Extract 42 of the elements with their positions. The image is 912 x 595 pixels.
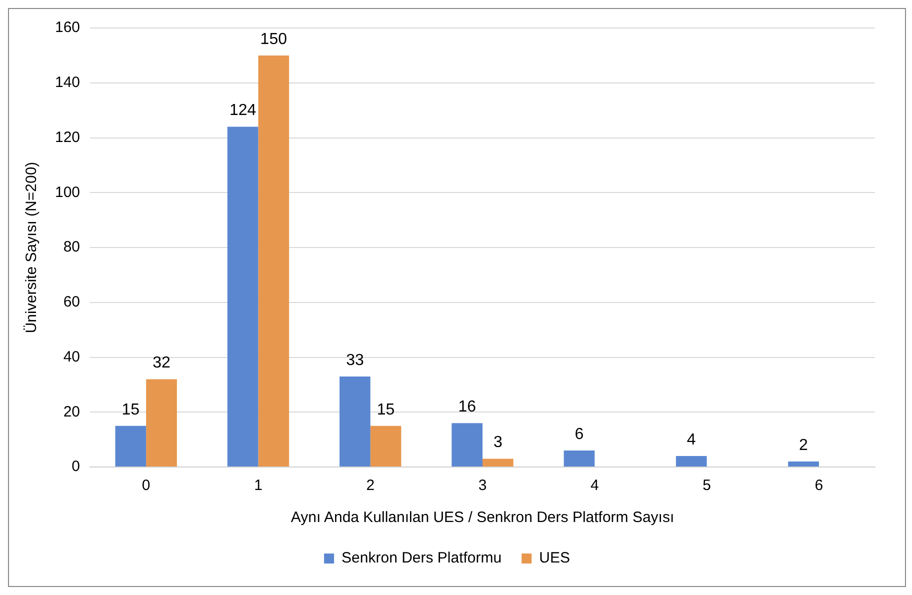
y-tick-label: 100 xyxy=(54,184,80,201)
bar xyxy=(227,126,258,466)
bar xyxy=(115,426,146,466)
x-tick-label: 1 xyxy=(254,477,262,494)
bar xyxy=(340,376,370,466)
data-label: 150 xyxy=(260,30,288,48)
legend-label: Senkron Ders Platformu xyxy=(342,550,502,567)
x-axis-title: Aynı Anda Kullanılan UES / Senkron Ders Platform Sayısı xyxy=(290,509,674,526)
legend-label: UES xyxy=(539,550,570,567)
y-axis-title: Üniversite Sayısı (N=200) xyxy=(23,162,40,334)
y-tick-label: 120 xyxy=(54,128,80,146)
x-tick-label: 6 xyxy=(814,477,824,494)
y-tick-label: 160 xyxy=(54,19,80,36)
data-label: 4 xyxy=(686,431,696,448)
y-tick-label: 80 xyxy=(63,238,80,256)
bar xyxy=(258,55,290,466)
bar xyxy=(676,456,707,466)
bar xyxy=(146,379,177,466)
bar xyxy=(788,462,819,466)
x-tick-label: 2 xyxy=(366,477,375,494)
data-label: 32 xyxy=(152,354,171,372)
data-label: 15 xyxy=(376,401,395,418)
data-label: 124 xyxy=(229,102,256,120)
data-label: 2 xyxy=(799,436,808,454)
bar xyxy=(452,423,483,466)
data-label: 15 xyxy=(122,401,140,418)
bar xyxy=(482,458,514,466)
y-tick-label: 60 xyxy=(63,294,80,311)
data-label: 6 xyxy=(574,426,584,443)
data-label: 33 xyxy=(346,352,364,369)
x-tick-label: 0 xyxy=(142,477,150,494)
data-label: 3 xyxy=(493,434,502,452)
y-tick-label: 20 xyxy=(63,403,80,420)
x-tick-label: 5 xyxy=(702,477,711,494)
bar xyxy=(564,450,595,466)
y-tick-label: 0 xyxy=(72,458,80,476)
x-tick-label: 4 xyxy=(590,477,599,494)
data-label: 16 xyxy=(458,398,476,416)
x-tick-label: 3 xyxy=(478,477,487,494)
bar xyxy=(370,426,402,466)
y-tick-label: 40 xyxy=(63,348,80,366)
y-tick-label: 140 xyxy=(54,74,80,92)
